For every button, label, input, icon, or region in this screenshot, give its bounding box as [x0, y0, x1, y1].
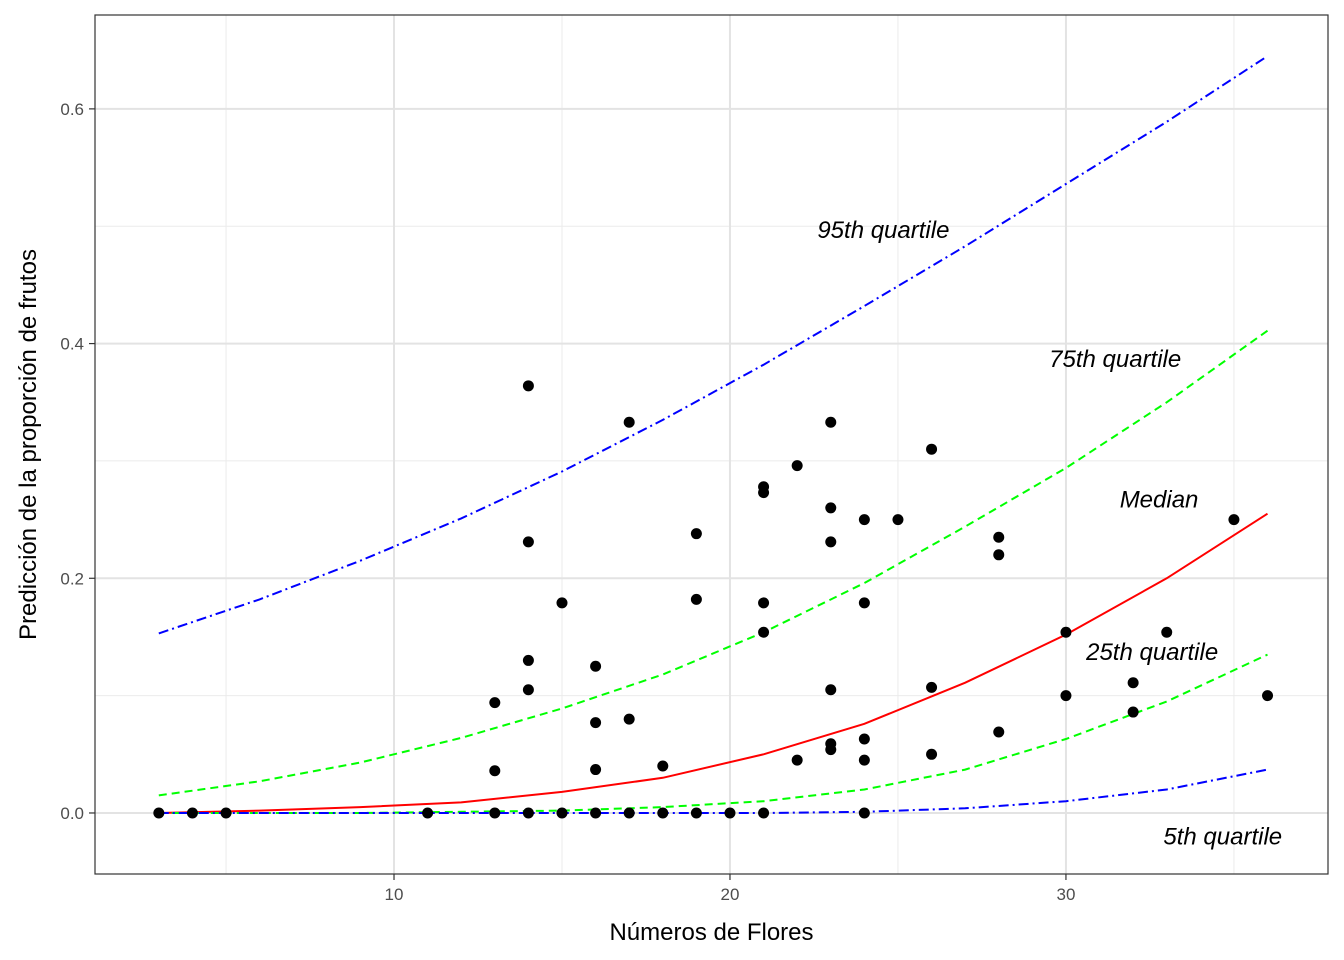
data-point [825, 502, 837, 514]
data-point [657, 807, 669, 819]
series-line-95th-quartile [158, 55, 1269, 635]
data-point [220, 807, 232, 819]
series-line-75th-quartile [158, 329, 1269, 797]
annotation-label: 25th quartile [1085, 639, 1218, 666]
data-point [858, 807, 870, 819]
data-point [489, 765, 501, 777]
annotation-label: 95th quartile [817, 217, 949, 244]
data-point [556, 807, 568, 819]
data-point [153, 807, 165, 819]
data-point [926, 748, 938, 760]
data-point [1127, 677, 1139, 689]
line-annotations: 95th quartile 75th quartile Median 25th qua… [817, 217, 1282, 851]
plot-panel-background [95, 15, 1328, 874]
data-point [1228, 514, 1240, 526]
x-tick-label: 20 [721, 885, 740, 904]
axis-ticks: 10 20 30 0.0 0.2 0.4 0.6 [60, 100, 1075, 904]
data-point [422, 807, 434, 819]
data-point [892, 514, 904, 526]
data-point [522, 380, 534, 392]
data-point [522, 807, 534, 819]
data-point [522, 684, 534, 696]
data-point [657, 760, 669, 772]
data-point [1060, 626, 1072, 638]
data-point [993, 531, 1005, 543]
data-point [858, 754, 870, 766]
data-point [993, 726, 1005, 738]
data-point [825, 684, 837, 696]
data-point [590, 807, 602, 819]
data-point [791, 460, 803, 472]
plot-panel-border [94, 14, 1329, 875]
data-point [1262, 690, 1274, 702]
data-point [758, 626, 770, 638]
data-point [858, 597, 870, 609]
data-point [623, 416, 635, 428]
grid [95, 15, 1328, 874]
x-tick-label: 10 [385, 885, 404, 904]
x-axis-title: Números de Flores [609, 919, 813, 946]
x-tick-label: 30 [1056, 885, 1075, 904]
data-point [690, 528, 702, 540]
data-point [489, 697, 501, 709]
y-tick-label: 0.2 [60, 569, 84, 588]
y-tick-label: 0.6 [60, 100, 84, 119]
data-point [758, 807, 770, 819]
data-point [590, 717, 602, 729]
data-point [623, 807, 635, 819]
annotation-label: 75th quartile [1049, 346, 1181, 373]
data-point [690, 593, 702, 605]
data-point [926, 681, 938, 693]
data-point [590, 660, 602, 672]
data-point [758, 597, 770, 609]
data-point [825, 536, 837, 548]
y-tick-label: 0.4 [60, 335, 84, 354]
data-point [556, 597, 568, 609]
data-point [858, 733, 870, 745]
data-point [993, 549, 1005, 561]
series-line-5th-quartile [158, 768, 1268, 814]
data-point [623, 713, 635, 725]
data-point [858, 514, 870, 526]
data-point [1161, 626, 1173, 638]
data-point [724, 807, 736, 819]
annotation-label: Median [1120, 487, 1199, 514]
y-axis-title: Predicción de la proporción de frutos [15, 249, 42, 640]
data-point [791, 754, 803, 766]
annotation-label: 5th quartile [1163, 823, 1282, 850]
data-point [590, 764, 602, 776]
data-point [489, 807, 501, 819]
data-point [522, 536, 534, 548]
data-point [1060, 690, 1072, 702]
data-point [758, 481, 770, 493]
scatter-points [153, 380, 1274, 819]
series-line-median [158, 512, 1269, 814]
data-point [522, 654, 534, 666]
data-point [186, 807, 198, 819]
data-point [825, 738, 837, 750]
data-point [926, 443, 938, 455]
data-point [690, 807, 702, 819]
data-point [1127, 706, 1139, 718]
series-lines [158, 55, 1269, 814]
data-point [825, 416, 837, 428]
y-tick-label: 0.0 [60, 804, 84, 823]
